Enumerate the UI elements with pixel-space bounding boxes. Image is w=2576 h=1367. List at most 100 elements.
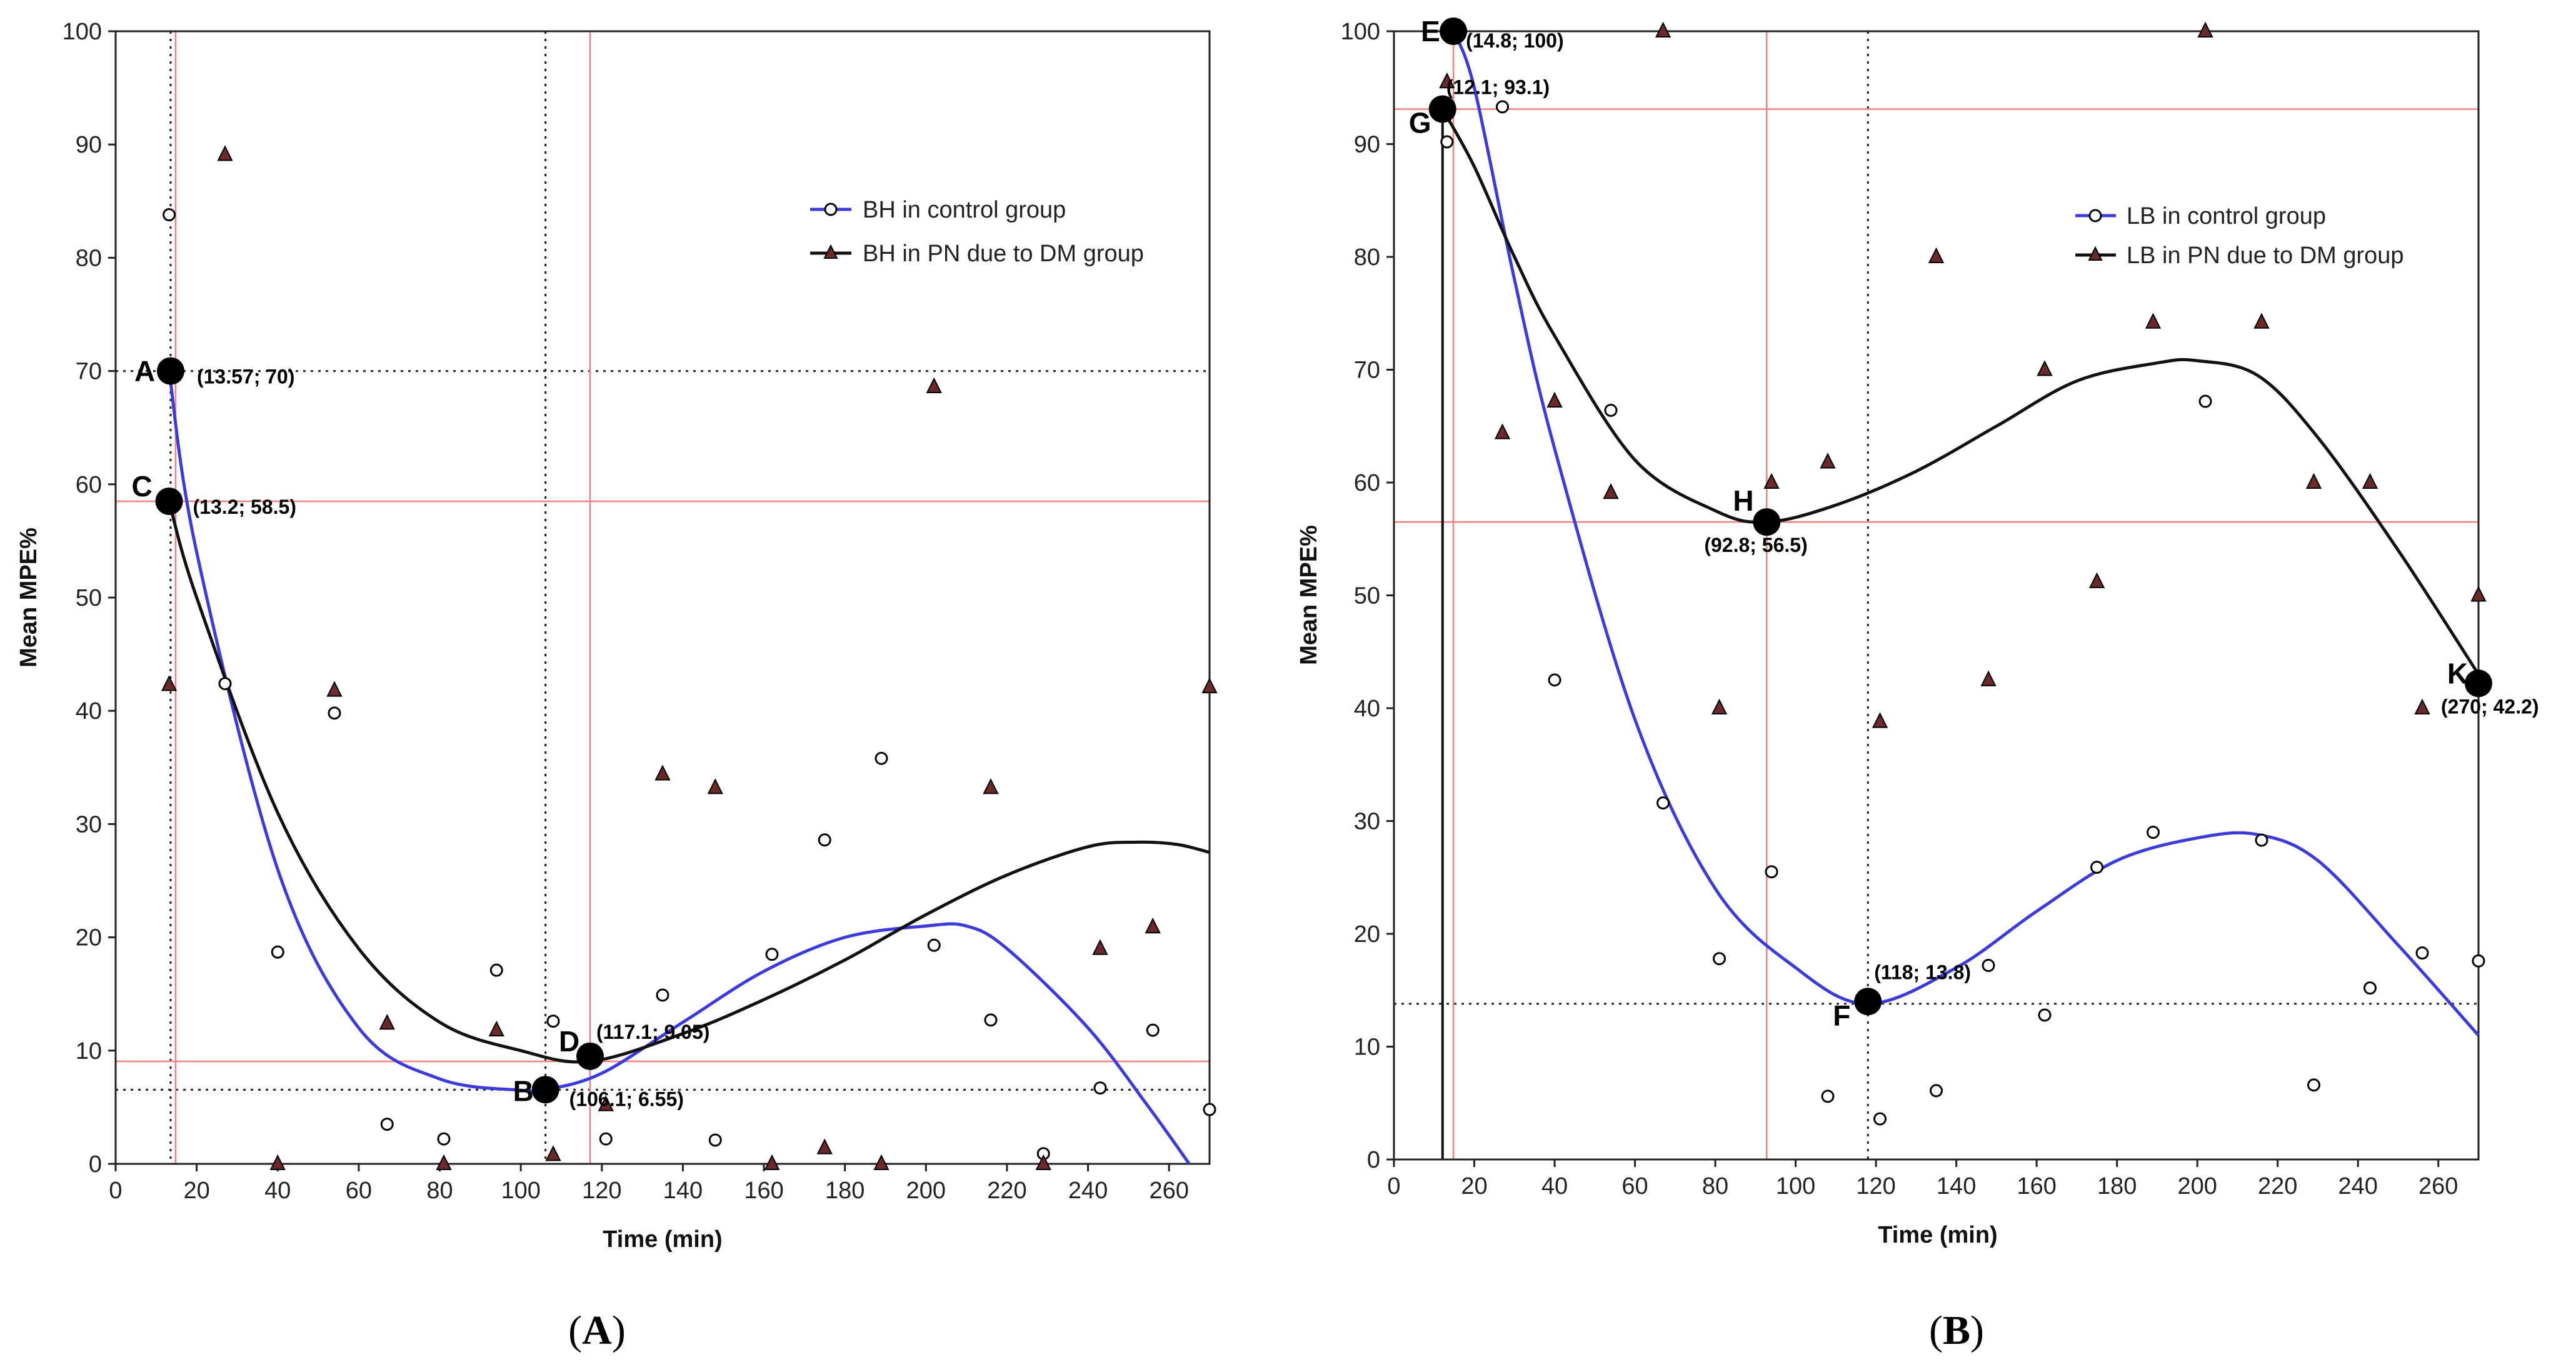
- x-tick-label: 160: [744, 1178, 783, 1204]
- annotation-coord-h: (92.8; 56.5): [1704, 534, 1807, 556]
- annotation-marker-f: [1854, 988, 1882, 1016]
- y-tick-label: 50: [1354, 583, 1380, 609]
- panel-a-annotations: A (13.57; 70) B (106.1; 6.55) C (13.2; 58.5) D…: [132, 355, 710, 1111]
- data-point-circle: [1440, 135, 1454, 149]
- annotation-letter-h: H: [1733, 484, 1753, 517]
- legend-label-bh-control: BH in control group: [863, 197, 1066, 223]
- circle-marker-icon: [824, 203, 838, 216]
- panel-b-legend: LB in control group LB in PN due to DM g…: [2075, 203, 2404, 269]
- data-point-triangle: [2414, 698, 2430, 714]
- panel-b-caption-letter: B: [1943, 1308, 1970, 1353]
- annotation-letter-k: K: [2447, 657, 2468, 689]
- annotation-marker-d: [576, 1042, 604, 1070]
- data-point-circle: [1982, 959, 1995, 973]
- annotation-marker-h: [1753, 508, 1781, 536]
- data-point-triangle: [1711, 698, 1728, 714]
- data-point-triangle: [1494, 423, 1511, 439]
- y-tick-label: 100: [1341, 19, 1380, 45]
- y-tick-label: 90: [1354, 132, 1380, 158]
- data-point-circle: [1203, 1103, 1216, 1116]
- y-tick-label: 30: [1354, 809, 1380, 835]
- x-tick-label: 80: [426, 1178, 453, 1204]
- y-tick-label: 70: [1354, 358, 1380, 384]
- data-point-circle: [1821, 1089, 1835, 1103]
- data-point-circle: [2090, 861, 2104, 874]
- x-tick-label: 260: [2418, 1173, 2458, 1199]
- x-tick-label: 120: [582, 1178, 621, 1204]
- data-point-triangle: [2253, 313, 2270, 329]
- data-point-circle: [1930, 1084, 1943, 1098]
- data-point-triangle: [1439, 72, 1455, 89]
- data-point-circle: [2198, 394, 2212, 408]
- panel-a-caption: (A): [568, 1308, 626, 1353]
- data-point-circle: [2307, 1078, 2321, 1092]
- data-point-triangle: [873, 1154, 890, 1170]
- annotation-marker-b: [531, 1076, 559, 1104]
- fit-curve-a-series-0: [168, 371, 1191, 1165]
- data-point-circle: [437, 1132, 451, 1146]
- fit-curve-a-series-1: [168, 501, 1210, 1064]
- data-point-circle: [218, 677, 232, 691]
- data-point-triangle: [217, 145, 233, 161]
- data-point-circle: [1093, 1081, 1107, 1095]
- data-point-triangle: [1655, 21, 1671, 38]
- data-point-triangle: [707, 778, 723, 794]
- fit-curve-b-series-1: [1441, 108, 2480, 676]
- data-point-circle: [2147, 826, 2160, 839]
- data-point-circle: [1713, 952, 1726, 966]
- panel-a-caption-letter: A: [582, 1308, 612, 1353]
- data-point-triangle: [2305, 473, 2322, 489]
- panel-b-y-ticks: 0 10 20 30 40 50 60 70 80 90 100: [1341, 19, 1394, 1173]
- data-point-triangle: [1820, 453, 1836, 469]
- data-point-triangle: [926, 377, 942, 393]
- panel-a-x-ticks: 0 20 40 60 80 100 120 140 160 180 200 220 240 260: [109, 1164, 1189, 1204]
- data-point-triangle: [1546, 391, 1563, 408]
- data-point-triangle: [2197, 21, 2213, 38]
- annotation-letter-f: F: [1833, 999, 1850, 1031]
- annotation-letter-c: C: [132, 470, 153, 503]
- data-point-triangle: [1603, 483, 1619, 499]
- y-tick-label: 60: [1354, 470, 1380, 496]
- x-tick-label: 180: [2097, 1173, 2137, 1199]
- panel-a-y-ticks: 0 10 20 30 40 50 60 70 80 90 100: [63, 19, 116, 1178]
- data-point-circle: [2472, 954, 2485, 968]
- annotation-coord-b: (106.1; 6.55): [569, 1088, 684, 1110]
- data-point-circle: [818, 833, 831, 847]
- x-tick-label: 140: [663, 1178, 703, 1204]
- y-tick-label: 60: [76, 472, 102, 498]
- data-point-circle: [656, 988, 669, 1002]
- x-tick-label: 220: [987, 1178, 1026, 1204]
- annotation-marker-k: [2465, 669, 2492, 698]
- panel-a-x-axis-title: Time (min): [603, 1226, 722, 1253]
- data-point-circle: [489, 963, 503, 977]
- annotation-letter-g: G: [1409, 107, 1431, 139]
- data-point-triangle: [326, 681, 343, 697]
- panel-b-annotations: E (14.8; 100) G (12.1; 93.1) H (92.8; 56.5) F (…: [1409, 15, 2539, 1031]
- annotation-letter-a: A: [134, 355, 155, 388]
- data-point-circle: [875, 751, 888, 765]
- data-point-triangle: [654, 764, 671, 781]
- x-tick-label: 240: [1068, 1178, 1108, 1204]
- annotation-marker-e: [1440, 18, 1468, 45]
- data-point-triangle: [816, 1138, 833, 1154]
- data-point-triangle: [983, 778, 999, 794]
- annotation-coord-k: (270; 42.2): [2441, 695, 2539, 718]
- y-tick-label: 90: [76, 132, 102, 158]
- x-tick-label: 0: [109, 1178, 122, 1204]
- panel-a-y-axis-title: Mean MPE%: [16, 528, 42, 668]
- data-point-triangle: [1092, 939, 1108, 955]
- data-point-triangle: [488, 1020, 504, 1037]
- data-point-circle: [1548, 673, 1561, 687]
- data-point-circle: [1656, 796, 1670, 810]
- data-point-circle: [546, 1014, 560, 1028]
- x-tick-label: 60: [1621, 1173, 1648, 1199]
- y-tick-label: 40: [1354, 696, 1380, 722]
- panel-a-points: [161, 145, 1218, 1170]
- panel-a-legend: BH in control group BH in PN due to DM g…: [810, 197, 1144, 267]
- data-point-triangle: [1145, 918, 1161, 934]
- x-tick-label: 40: [1541, 1173, 1568, 1199]
- data-point-circle: [1496, 100, 1509, 114]
- annotation-letter-b: B: [513, 1074, 534, 1107]
- data-point-triangle: [1872, 712, 1888, 728]
